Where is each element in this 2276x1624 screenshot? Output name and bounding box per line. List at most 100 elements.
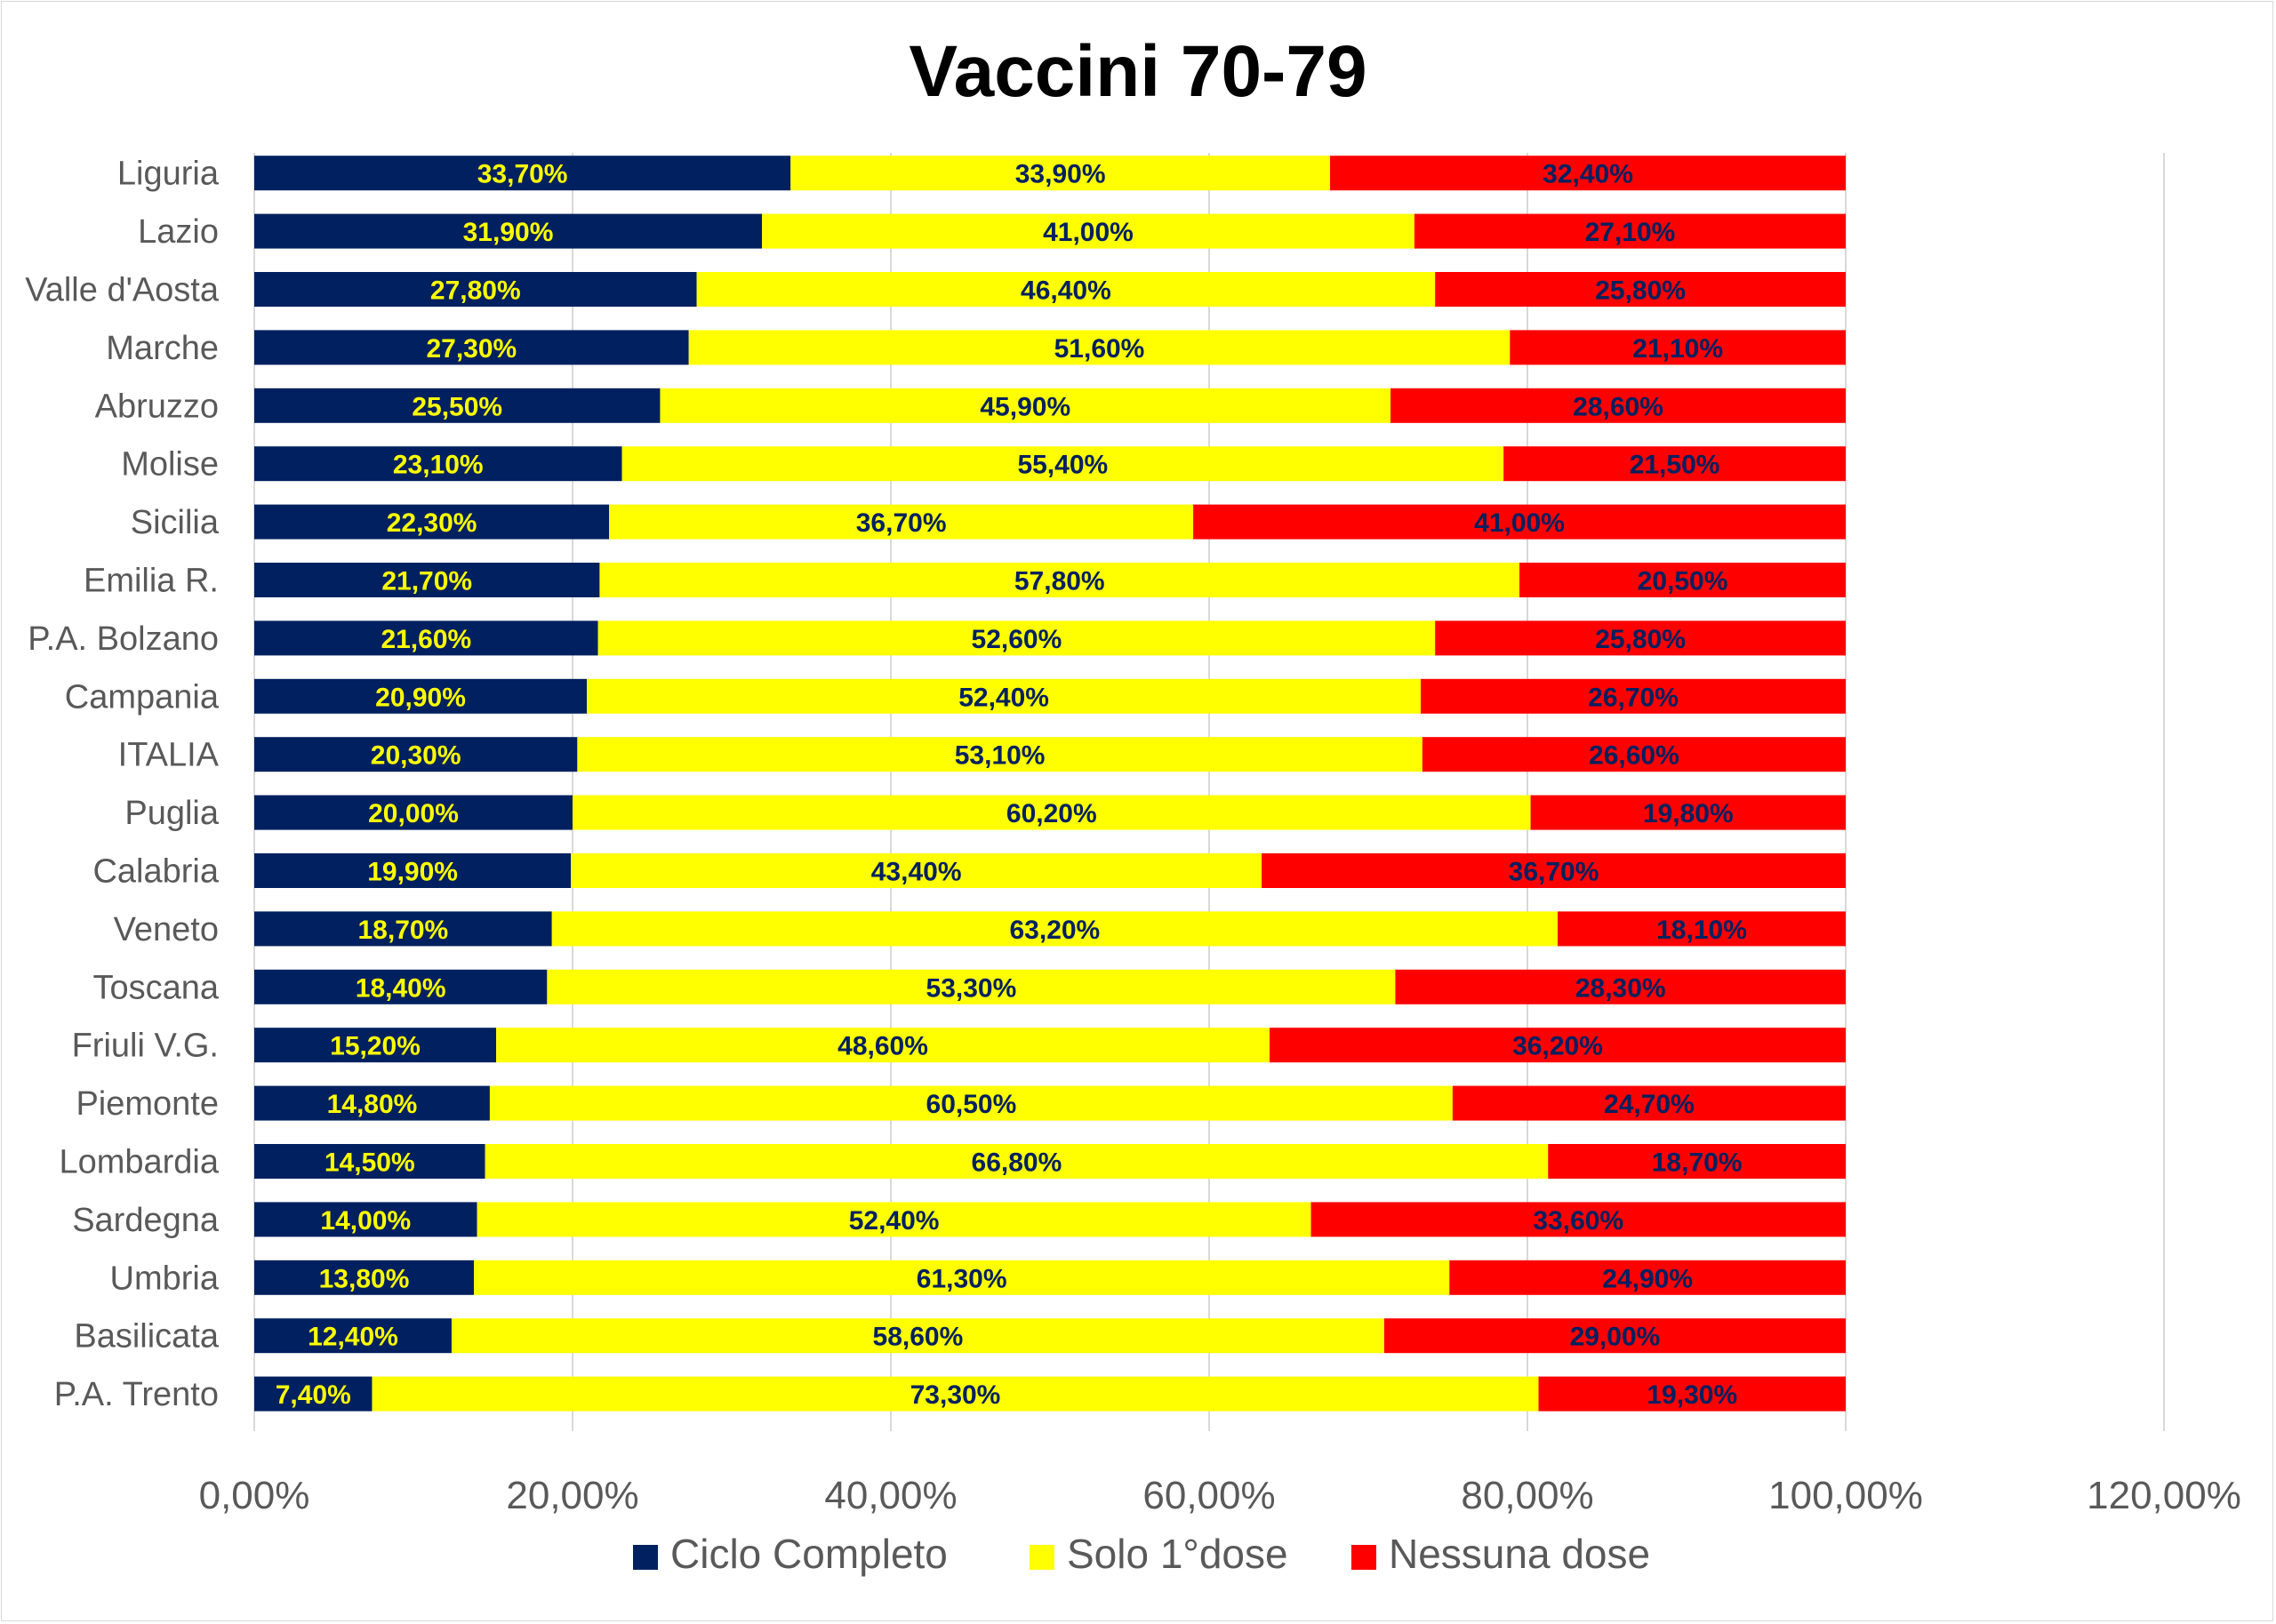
- bar-segment: [254, 1260, 475, 1295]
- bar-segment: [474, 1260, 1450, 1295]
- data-label: 36,70%: [856, 508, 947, 538]
- data-label: 21,60%: [381, 625, 471, 654]
- data-label: 26,60%: [1589, 741, 1679, 771]
- x-tick-label: 40,00%: [824, 1474, 957, 1517]
- bar-segment: [489, 1085, 1453, 1121]
- bar-segment: [254, 795, 573, 830]
- bar-segment: [577, 737, 1422, 772]
- category-label: Calabria: [92, 853, 219, 891]
- data-label: 23,10%: [393, 451, 484, 480]
- data-label: 31,90%: [463, 218, 554, 247]
- data-label: 14,00%: [320, 1206, 411, 1236]
- bar-segment: [254, 1144, 485, 1179]
- bar-segment: [1193, 504, 1846, 540]
- data-label: 20,90%: [375, 683, 466, 712]
- data-label: 27,10%: [1585, 218, 1676, 247]
- data-label: 15,20%: [330, 1032, 421, 1061]
- category-label: P.A. Trento: [54, 1376, 219, 1413]
- legend: Ciclo Completo Solo 1°dose Nessuna dose: [633, 1531, 1650, 1577]
- data-label: 19,80%: [1643, 799, 1734, 828]
- x-tick-label: 20,00%: [506, 1474, 638, 1517]
- bar-segment: [254, 1376, 373, 1412]
- bar-segment: [254, 213, 763, 249]
- bar-segment: [254, 388, 661, 423]
- bar-segment: [1548, 1144, 1846, 1179]
- category-labels: Liguria Lazio Valle d'Aosta Marche Abruzzo Mo…: [25, 156, 220, 1413]
- bar-segment: [254, 330, 689, 365]
- data-label: 46,40%: [1021, 276, 1111, 306]
- bar-segment: [254, 156, 791, 191]
- bar-segment: [254, 853, 572, 888]
- data-label: 55,40%: [1017, 451, 1108, 480]
- data-label: 29,00%: [1570, 1323, 1661, 1352]
- data-label: 61,30%: [917, 1264, 1007, 1293]
- data-label: 28,60%: [1573, 392, 1663, 421]
- bar-segment: [599, 563, 1520, 597]
- bar-segment: [597, 620, 1436, 656]
- category-label: Abruzzo: [95, 388, 219, 425]
- data-label: 32,40%: [1543, 160, 1633, 189]
- bar-segment: [1452, 1085, 1846, 1121]
- bar-segment: [571, 853, 1262, 888]
- bar-segment: [254, 446, 622, 482]
- category-label: Liguria: [117, 156, 220, 193]
- data-label: 18,70%: [1652, 1148, 1743, 1178]
- bar-segment: [1503, 446, 1846, 482]
- data-label: 53,10%: [955, 741, 1046, 771]
- category-label: Emilia R.: [84, 563, 219, 600]
- data-label: 33,70%: [477, 160, 568, 189]
- data-label: 20,00%: [368, 799, 459, 828]
- category-label: Sicilia: [131, 504, 220, 541]
- legend-swatch: [633, 1545, 658, 1570]
- bar-segment: [551, 911, 1559, 947]
- data-label: 18,40%: [356, 973, 446, 1003]
- data-label: 24,70%: [1604, 1090, 1695, 1119]
- data-label: 52,40%: [958, 683, 1049, 712]
- category-label: ITALIA: [118, 737, 220, 774]
- category-label: Friuli V.G.: [72, 1028, 219, 1065]
- category-label: Piemonte: [76, 1085, 219, 1123]
- data-label: 36,20%: [1512, 1032, 1603, 1061]
- x-tick-label: 80,00%: [1461, 1474, 1593, 1517]
- category-label: Campania: [65, 678, 220, 716]
- category-label: Lombardia: [59, 1144, 219, 1181]
- x-tick-label: 0,00%: [199, 1474, 310, 1517]
- data-label: 60,50%: [926, 1090, 1017, 1119]
- data-label: 60,20%: [1006, 799, 1097, 828]
- data-label: 51,60%: [1054, 334, 1145, 364]
- bar-segment: [254, 737, 578, 772]
- bar-segment: [790, 156, 1331, 191]
- x-tick-label: 100,00%: [1768, 1474, 1923, 1517]
- data-label: 20,50%: [1638, 567, 1728, 596]
- bar-segment: [1435, 620, 1846, 656]
- data-label: 41,00%: [1043, 218, 1134, 247]
- data-label: 21,50%: [1630, 451, 1720, 480]
- bar-segment: [573, 795, 1531, 830]
- data-label: 18,10%: [1656, 916, 1747, 945]
- chart-title: Vaccini 70-79: [909, 31, 1366, 112]
- category-label: Lazio: [138, 213, 219, 251]
- category-label: Basilicata: [74, 1318, 219, 1356]
- bar-segment: [372, 1376, 1539, 1412]
- data-label: 25,50%: [412, 392, 502, 421]
- legend-label: Nessuna dose: [1389, 1531, 1650, 1577]
- data-label: 41,00%: [1474, 508, 1565, 538]
- data-label: 25,80%: [1595, 276, 1686, 306]
- bar-segment: [547, 969, 1396, 1004]
- data-label: 33,60%: [1533, 1206, 1623, 1236]
- bar-segment: [1395, 969, 1846, 1004]
- data-label: 21,70%: [381, 567, 472, 596]
- data-label: 58,60%: [873, 1323, 964, 1352]
- bar-segment: [1449, 1260, 1846, 1295]
- bar-segment: [451, 1318, 1384, 1354]
- bar-segment: [254, 563, 600, 597]
- data-label: 25,80%: [1595, 625, 1686, 654]
- data-label: 53,30%: [926, 973, 1017, 1003]
- category-label: Umbria: [110, 1260, 220, 1297]
- category-label: Sardegna: [72, 1202, 220, 1239]
- bar-segment: [1270, 1028, 1846, 1063]
- data-label: 26,70%: [1588, 683, 1679, 712]
- bar-segment: [1510, 330, 1846, 365]
- bar-segment: [1390, 388, 1846, 423]
